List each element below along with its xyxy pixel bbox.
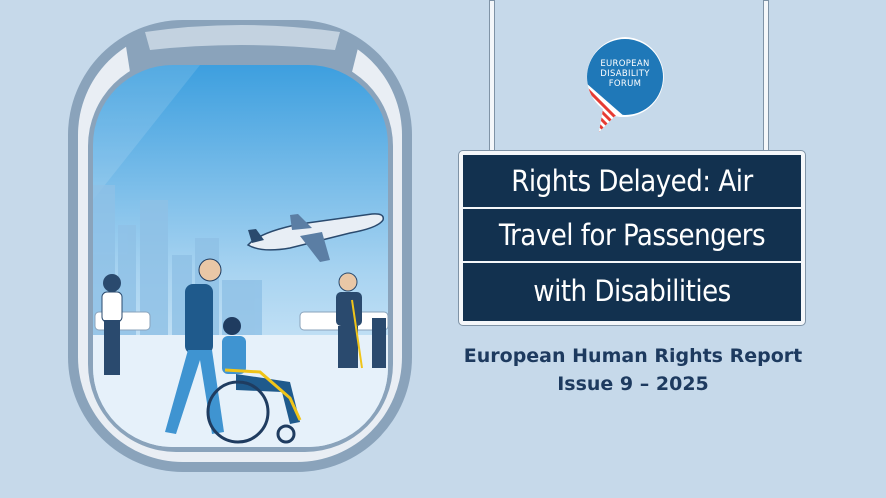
title-line-1: Rights Delayed: Air [463,155,801,207]
logo-line-2: DISABILITY [600,69,650,79]
airplane-icon [246,213,385,262]
wheelchair-user [206,317,302,444]
seated-passenger-right [336,272,386,369]
logo-text: EUROPEAN DISABILITY FORUM [585,59,665,89]
report-issue: Issue 9 – 2025 [557,373,709,395]
report-subtitle: European Human Rights Report Issue 9 – 2… [430,342,836,398]
sign-pole-left [489,0,495,152]
departure-board-title: Rights Delayed: Air Travel for Passenger… [458,150,806,326]
sign-pole-right [763,0,769,152]
window-view [93,65,388,447]
title-line-2: Travel for Passengers [463,209,801,261]
european-disability-forum-logo [586,37,664,132]
logo-line-3: FORUM [608,79,642,89]
title-line-3: with Disabilities [463,263,801,321]
report-series: European Human Rights Report [463,345,803,367]
seated-passenger-left [101,274,123,375]
logo-line-1: EUROPEAN [600,59,650,69]
